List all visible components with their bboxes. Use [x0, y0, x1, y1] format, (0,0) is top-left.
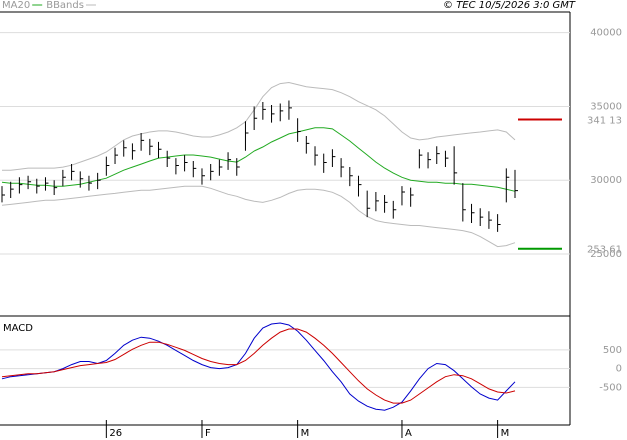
legend-label: BBands — [46, 0, 84, 11]
ohlc-bar — [201, 168, 205, 185]
ohlc-bar — [244, 121, 249, 151]
ohlc-bar — [314, 146, 319, 166]
ohlc-bar — [10, 181, 14, 198]
ohlc-bar — [453, 146, 458, 185]
ohlc-bar — [184, 155, 188, 172]
ohlc-bar — [444, 150, 449, 167]
ohlc-bar — [27, 175, 32, 190]
copyright: © TEC 10/5/2026 3:0 GMT — [443, 0, 576, 11]
ohlc-bar — [357, 175, 362, 197]
ohlc-bar — [227, 152, 232, 170]
legend-label: MA20 — [2, 0, 30, 11]
ohlc-bar — [192, 161, 197, 178]
ohlc-bar — [88, 175, 92, 191]
ohlc-bar — [53, 180, 58, 195]
ohlc-bar — [79, 171, 84, 188]
ohlc-bar — [105, 156, 110, 176]
ohlc-bar — [236, 158, 240, 176]
bb-lower — [1, 185, 516, 248]
y-tick-label: 500 — [603, 345, 622, 356]
ohlc-bar — [288, 100, 292, 120]
y-tick-label: 35000 — [590, 101, 622, 112]
ohlc-bar — [262, 102, 266, 120]
ohlc-bar — [340, 158, 345, 178]
ohlc-bar — [488, 211, 492, 229]
ohlc-bar — [375, 192, 379, 212]
ohlc-bar — [175, 158, 179, 175]
ohlc-bar — [279, 103, 284, 122]
y-tick-label: -500 — [599, 382, 622, 393]
x-tick-label: 26 — [109, 428, 122, 439]
ohlc-bar — [514, 169, 518, 198]
ohlc-bar — [44, 177, 49, 191]
ohlc-bar — [462, 183, 466, 222]
y-tick-label: 40000 — [590, 28, 622, 39]
y-tick-label: 25000 — [590, 249, 622, 260]
ohlc-bar — [497, 214, 501, 232]
ohlc-bar — [149, 138, 153, 156]
y-tick-label: 0 — [616, 364, 622, 375]
ohlc-bar — [505, 168, 510, 203]
ohlc-bar — [392, 200, 397, 219]
ohlc-bar — [166, 150, 171, 167]
x-tick-label: M — [501, 428, 510, 439]
x-tick-label: M — [301, 428, 310, 439]
ohlc-bar — [131, 143, 136, 160]
bb-upper — [2, 81, 516, 171]
ohlc-bar — [297, 118, 301, 142]
ohlc-bar — [418, 149, 423, 169]
ohlc-bar — [427, 152, 432, 169]
ohlc-bar — [436, 146, 440, 164]
ohlc-bar — [410, 187, 414, 207]
level-label: 341 13 — [587, 116, 622, 127]
ohlc-bar — [253, 106, 258, 131]
ohlc-bar — [479, 208, 484, 226]
macd-line — [1, 322, 516, 411]
ohlc-bar — [18, 177, 23, 194]
ohlc-bar — [71, 164, 75, 181]
macd-line — [1, 328, 516, 404]
ohlc-bar — [401, 186, 405, 206]
ohlc-bar — [331, 149, 336, 167]
x-tick-label: A — [405, 428, 412, 439]
ohlc-bar — [158, 141, 162, 159]
ohlc-bar — [97, 172, 101, 190]
ohlc-bar — [323, 153, 327, 173]
ohlc-bar — [140, 133, 145, 151]
ohlc-bar — [123, 140, 127, 157]
level-label: 253 61 — [587, 245, 622, 256]
macd-title: MACD — [3, 323, 33, 334]
ohlc-bar — [305, 135, 310, 154]
y-tick-label: 30000 — [590, 175, 622, 186]
ohlc-bar — [62, 169, 66, 187]
ohlc-bar — [366, 190, 371, 218]
ohlc-bar — [1, 186, 5, 203]
ohlc-bar — [384, 194, 388, 213]
ohlc-bar — [218, 159, 223, 176]
ohlc-bar — [210, 164, 214, 181]
ohlc-bar — [471, 203, 475, 224]
x-tick-label: F — [205, 428, 211, 439]
ma20 — [1, 127, 516, 192]
ohlc-bar — [36, 178, 40, 194]
ohlc-bar — [271, 104, 275, 123]
ohlc-bar — [349, 166, 353, 187]
ohlc-bar — [114, 147, 119, 164]
